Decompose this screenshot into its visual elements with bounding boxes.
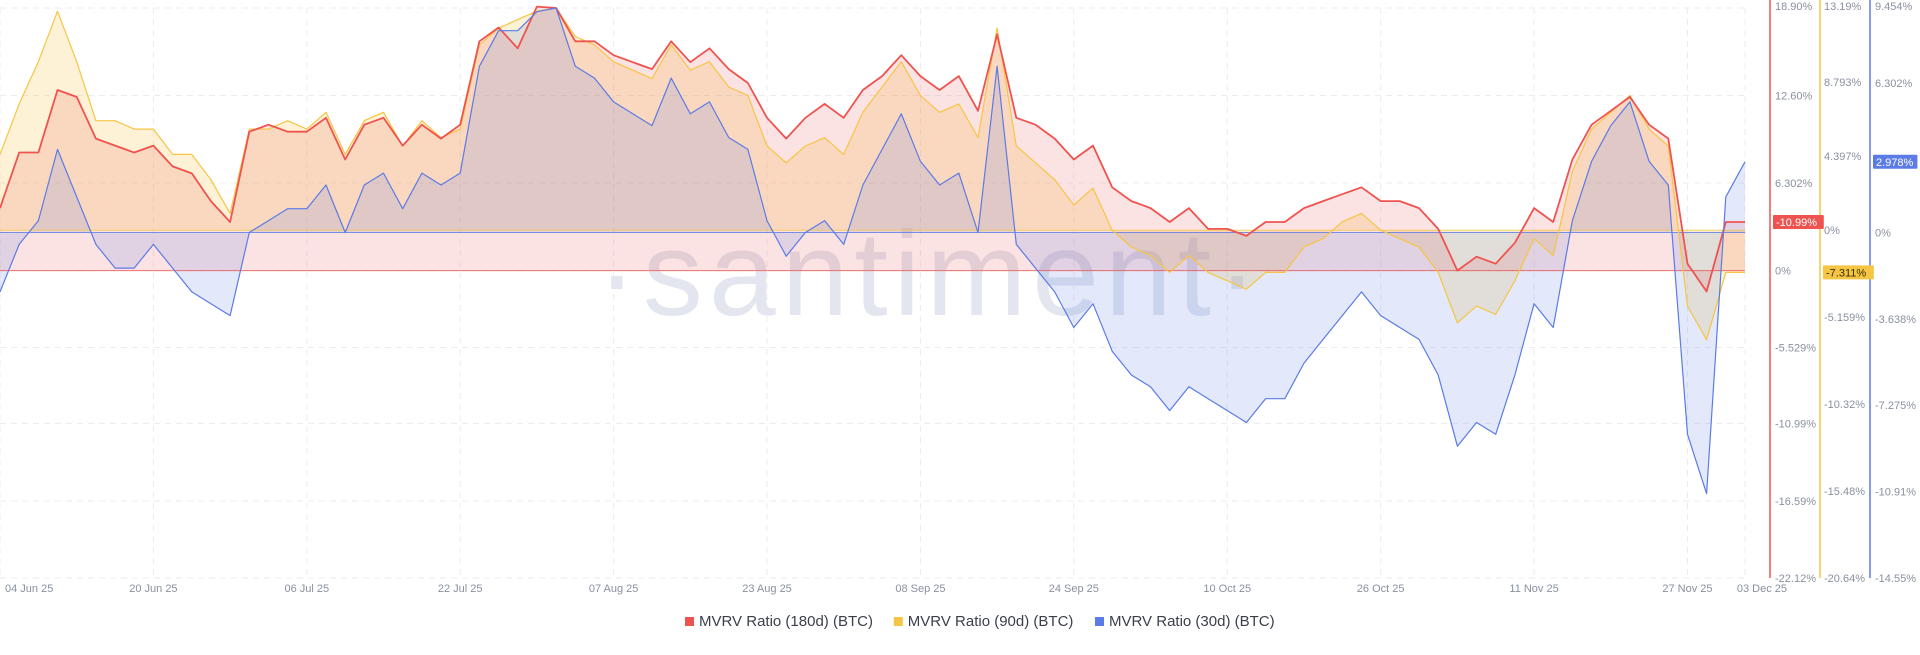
axes: 18.90% 12.60% 6.302% 0% -5.529% -10.99% -16.59… (1769, 0, 1916, 585)
y-tick-label: -3.638% (1875, 314, 1916, 326)
x-tick-label: 22 Jul 25 (438, 583, 483, 595)
x-tick-label: 04 Jun 25 (5, 583, 53, 595)
x-tick-label: 23 Aug 25 (742, 583, 792, 595)
series-line-a30[interactable] (0, 7, 1746, 495)
y-tick-label: 0% (1875, 227, 1891, 239)
last-value-text-a90: -7.311% (1826, 267, 1866, 279)
y-tick-label: -7.275% (1875, 400, 1916, 412)
x-tick-label: 06 Jul 25 (284, 583, 329, 595)
last-value-text-a30: 2.978% (1876, 157, 1914, 169)
series-area-a30 (0, 8, 1745, 494)
legend-swatch (685, 617, 694, 626)
x-axis-ticks: 04 Jun 25 20 Jun 25 06 Jul 25 22 Jul 25 07 A… (5, 583, 1787, 595)
y-tick-label: -5.159% (1824, 312, 1865, 324)
last-value-text-a180: -10.99% (1776, 217, 1817, 229)
watermark: ·santiment· (597, 207, 1263, 341)
x-tick-label: 27 Nov 25 (1662, 583, 1712, 595)
y-tick-label: 6.302% (1875, 78, 1913, 90)
y-tick-label: 18.90% (1775, 1, 1813, 13)
last-value-badge-a90 (1823, 265, 1874, 280)
y-tick-label: -10.99% (1775, 418, 1816, 430)
series-area-a180 (0, 6, 1745, 292)
y-tick-label: -16.59% (1775, 496, 1816, 508)
series-line-a90[interactable] (0, 7, 1745, 341)
legend-label: MVRV Ratio (30d) (BTC) (1109, 613, 1275, 630)
y-tick-label: -10.91% (1875, 487, 1916, 499)
series-lines (0, 5, 1746, 495)
legend-item-a180[interactable]: MVRV Ratio (180d) (BTC) (685, 613, 873, 630)
y-tick-label: -5.529% (1775, 342, 1816, 354)
legend-label: MVRV Ratio (180d) (BTC) (699, 613, 873, 630)
y-tick-label: 0% (1824, 225, 1840, 237)
y-tick-label: 9.454% (1875, 1, 1913, 13)
x-tick-label: 24 Sep 25 (1049, 583, 1099, 595)
y-tick-label: -10.32% (1824, 399, 1865, 411)
y-tick-label: 8.793% (1824, 77, 1862, 89)
y-tick-label: 12.60% (1775, 91, 1813, 103)
series-areas (0, 6, 1745, 494)
legend-label: MVRV Ratio (90d) (BTC) (908, 613, 1074, 630)
y-tick-label: 0% (1775, 266, 1791, 278)
x-tick-label: 20 Jun 25 (129, 583, 177, 595)
y-tick-label: 13.19% (1824, 1, 1862, 13)
last-value-badge-a180 (1773, 214, 1824, 229)
y-tick-label: -20.64% (1824, 573, 1865, 585)
series-area-a90 (0, 8, 1745, 340)
last-value-badges: -10.99% -7.311% 2.978% (1773, 154, 1918, 280)
last-value-badge-a30 (1873, 154, 1918, 169)
x-tick-label: 07 Aug 25 (589, 583, 639, 595)
legend[interactable]: MVRV Ratio (180d) (BTC) MVRV Ratio (90d) … (685, 613, 1275, 630)
x-tick-label: 10 Oct 25 (1203, 583, 1251, 595)
x-tick-label: 26 Oct 25 (1357, 583, 1405, 595)
grid (0, 7, 1746, 579)
x-tick-label: 11 Nov 25 (1509, 583, 1558, 595)
series-line-a180[interactable] (0, 5, 1745, 293)
x-tick-label: 08 Sep 25 (895, 583, 945, 595)
y-tick-label: 6.302% (1775, 178, 1813, 190)
y-tick-label: -14.55% (1875, 573, 1916, 585)
y-tick-label: 4.397% (1824, 151, 1862, 163)
x-tick-label: 03 Dec 25 (1737, 583, 1787, 595)
y-tick-label: -22.12% (1775, 573, 1816, 585)
legend-item-a90[interactable]: MVRV Ratio (90d) (BTC) (893, 613, 1074, 630)
legend-item-a30[interactable]: MVRV Ratio (30d) (BTC) (1095, 613, 1275, 630)
legend-swatch (1095, 617, 1104, 626)
y-tick-label: -15.48% (1824, 486, 1865, 498)
legend-swatch (893, 617, 903, 626)
